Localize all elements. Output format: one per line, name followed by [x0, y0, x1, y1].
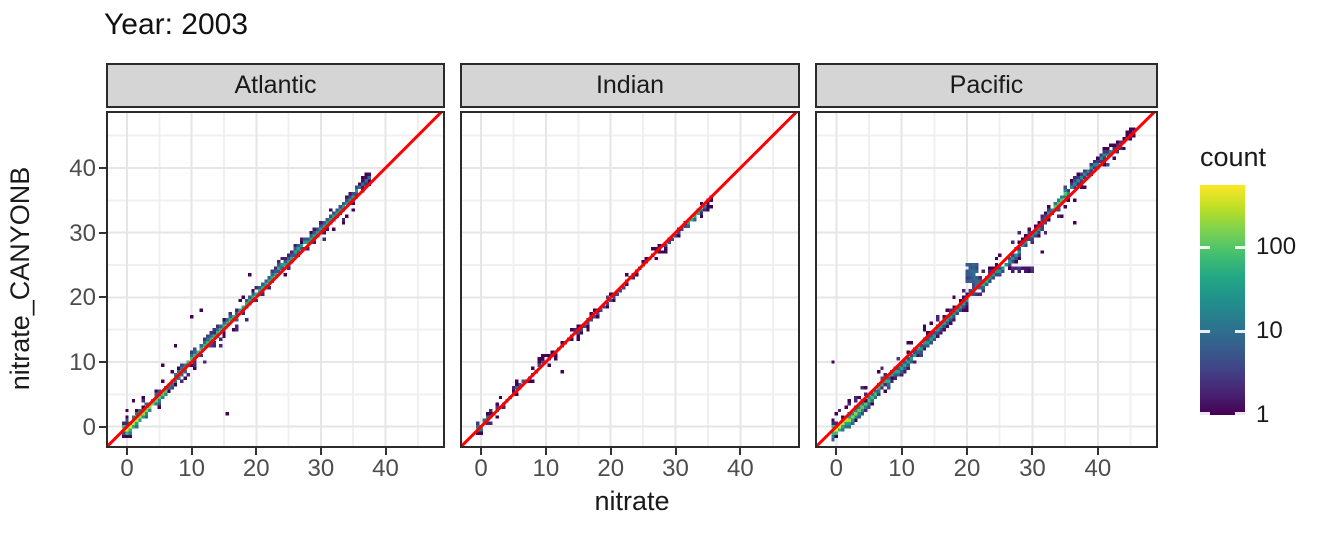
- x-tick-label: 30: [662, 455, 689, 482]
- x-tick-mark: [384, 448, 387, 455]
- x-tick-mark: [900, 448, 903, 455]
- x-tick-label: 40: [372, 455, 399, 482]
- facet-strip-pacific: Pacific: [815, 63, 1158, 108]
- x-tick-mark: [319, 448, 322, 455]
- x-tick-label: 40: [1084, 455, 1112, 482]
- y-axis-title: nitrate_CANYONB: [5, 166, 35, 391]
- y-tick-mark: [99, 166, 106, 169]
- x-tick-mark: [835, 448, 838, 455]
- plot-title: Year: 2003: [104, 8, 249, 41]
- x-tick-label: 0: [829, 455, 843, 482]
- legend-tick-mark: [1200, 329, 1210, 333]
- x-tick-mark: [480, 448, 483, 455]
- legend-tick-mark: [1200, 411, 1210, 415]
- x-tick-label: 20: [953, 455, 981, 482]
- x-tick-label: 0: [474, 455, 488, 482]
- identity-line: [815, 111, 1158, 448]
- x-tick-mark: [739, 448, 742, 455]
- identity-line: [460, 111, 800, 448]
- panel-border: [815, 111, 1158, 448]
- legend-tick-label: 1: [1256, 401, 1270, 428]
- legend-tick-mark: [1235, 411, 1245, 415]
- legend-tick-mark: [1235, 245, 1245, 249]
- x-tick-mark: [255, 448, 258, 455]
- facet-strip-label: Atlantic: [234, 71, 317, 99]
- y-tick-label: 20: [69, 284, 96, 312]
- legend-title: count: [1200, 142, 1267, 172]
- x-tick-label: 20: [242, 455, 270, 482]
- panel-pacific: [815, 111, 1158, 448]
- panel-atlantic: [106, 111, 445, 448]
- x-tick-mark: [190, 448, 193, 455]
- facet-strip-indian: Indian: [460, 63, 800, 108]
- panel-indian: [460, 111, 800, 448]
- facet-strip-label: Pacific: [949, 71, 1024, 99]
- identity-line: [106, 111, 445, 448]
- bin2d-bins: [831, 127, 1136, 442]
- legend-colorbar: [1200, 185, 1245, 415]
- x-tick-mark: [966, 448, 969, 455]
- legend-tick-label: 100: [1256, 233, 1297, 260]
- facet-strip-atlantic: Atlantic: [106, 63, 445, 108]
- x-tick-label: 30: [1019, 455, 1046, 482]
- x-tick-label: 10: [178, 455, 205, 482]
- x-tick-label: 10: [532, 455, 560, 482]
- y-tick-label: 30: [69, 219, 96, 247]
- facet-strip-label: Indian: [595, 71, 665, 99]
- y-tick-mark: [99, 425, 106, 428]
- x-tick-mark: [674, 448, 677, 455]
- legend-tick-mark: [1200, 245, 1210, 249]
- legend-tick-mark: [1235, 329, 1245, 333]
- y-tick-mark: [99, 296, 106, 299]
- x-tick-mark: [1096, 448, 1099, 455]
- y-tick-label: 40: [69, 154, 96, 182]
- x-tick-label: 20: [597, 455, 625, 482]
- x-axis-title: nitrate: [594, 486, 670, 516]
- panel-border: [106, 111, 445, 448]
- x-tick-label: 30: [307, 455, 335, 482]
- x-tick-label: 0: [120, 455, 134, 482]
- x-tick-mark: [1031, 448, 1034, 455]
- x-tick-mark: [609, 448, 612, 455]
- x-tick-label: 40: [727, 455, 754, 482]
- gridlines: [106, 111, 445, 448]
- x-tick-mark: [126, 448, 128, 455]
- y-tick-label: 10: [69, 348, 96, 376]
- x-tick-label: 10: [888, 455, 915, 482]
- x-tick-mark: [544, 448, 547, 455]
- y-tick-label: 0: [82, 413, 96, 441]
- panel-border: [460, 111, 800, 448]
- legend-tick-label: 10: [1256, 317, 1283, 344]
- y-tick-mark: [99, 360, 106, 363]
- y-tick-mark: [99, 231, 106, 234]
